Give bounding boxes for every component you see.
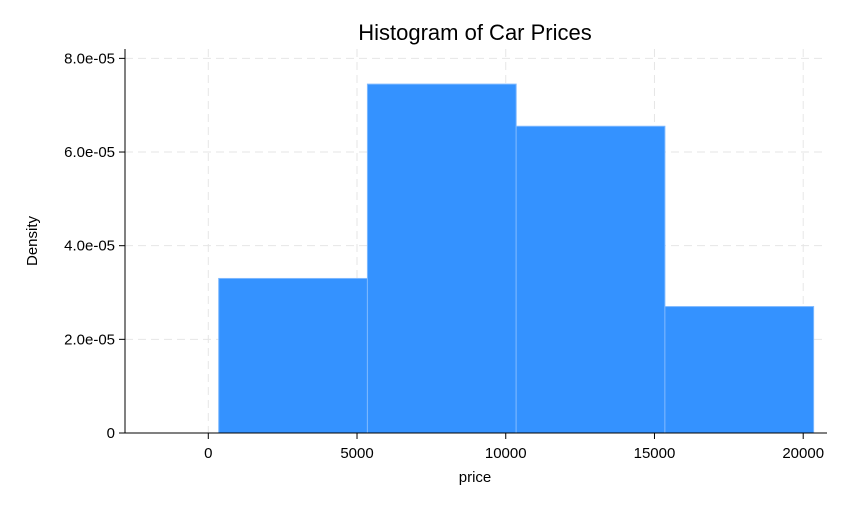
histogram-bar-2	[366, 83, 517, 434]
x-tick-label-3: 15000	[634, 445, 676, 462]
histogram-bar-1	[218, 277, 368, 434]
x-axis-ticks: 0 5000 10000 15000 20000	[204, 433, 824, 462]
x-axis-label: price	[459, 469, 492, 486]
x-tick-label-4: 20000	[782, 445, 824, 462]
x-tick-label-2: 10000	[485, 445, 527, 462]
y-axis-ticks: 0 2.0e-05 4.0e-05 6.0e-05 8.0e-05	[64, 50, 125, 442]
histogram-bar-4	[664, 306, 815, 434]
chart-title: Histogram of Car Prices	[358, 20, 592, 45]
histogram-bars	[218, 83, 815, 434]
y-tick-label-4: 8.0e-05	[64, 50, 115, 67]
y-axis-label: Density	[24, 215, 41, 266]
y-tick-label-0: 0	[107, 425, 115, 442]
y-tick-label-3: 6.0e-05	[64, 144, 115, 161]
x-tick-label-0: 0	[204, 445, 212, 462]
x-tick-label-1: 5000	[340, 445, 373, 462]
y-tick-label-2: 4.0e-05	[64, 238, 115, 255]
histogram-bar-3	[515, 125, 666, 434]
y-tick-label-1: 2.0e-05	[64, 331, 115, 348]
